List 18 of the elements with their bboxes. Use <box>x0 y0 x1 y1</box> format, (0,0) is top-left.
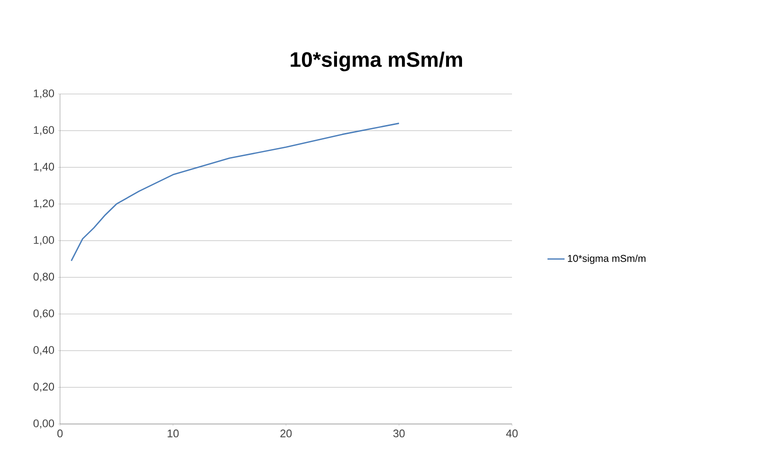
x-tick-label: 0 <box>57 430 63 438</box>
y-tick-label: 1,20 <box>34 199 54 209</box>
y-tick-label: 1,00 <box>34 236 54 246</box>
y-tick-label: 1,40 <box>34 162 54 172</box>
line-series <box>70 122 400 262</box>
y-tick-label: 0,60 <box>33 309 54 319</box>
y-tick-label: 0,20 <box>33 382 54 392</box>
x-tick-label: 20 <box>280 430 292 438</box>
y-tick-label: 0,80 <box>33 272 54 282</box>
x-tick-label: 10 <box>168 430 179 438</box>
legend-label: 10*sigma mSm/m <box>568 254 646 264</box>
chart-title: 10*sigma mSm/m <box>290 52 462 72</box>
y-tick-label: 0,40 <box>33 346 54 356</box>
y-tick-label: 1,80 <box>34 89 54 99</box>
y-tick-label: 0,00 <box>33 419 54 429</box>
y-tick-label: 1,60 <box>34 126 54 136</box>
x-tick-label: 30 <box>393 430 405 438</box>
x-tick-label: 40 <box>506 430 518 438</box>
